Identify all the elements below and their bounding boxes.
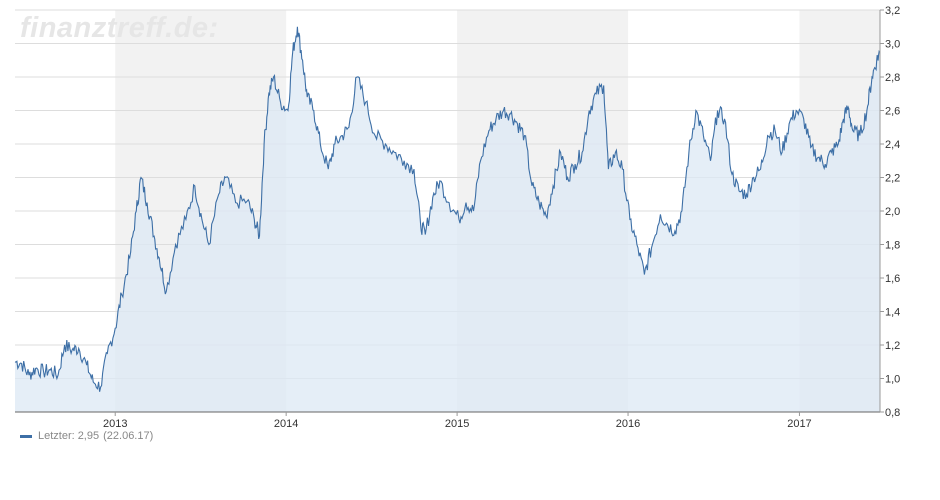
x-tick-label: 2017 [787,418,811,430]
legend-label: Letzter: [38,430,75,442]
y-tick-label: 1,0 [885,374,900,386]
y-tick-label: 1,2 [885,340,900,352]
y-tick-label: 0,8 [885,407,900,419]
price-area [15,26,880,413]
y-tick-label: 2,2 [885,173,900,185]
y-tick-label: 1,8 [885,240,900,252]
legend-swatch [20,434,32,438]
y-tick-label: 2,0 [885,206,900,218]
x-tick-label: 2014 [274,418,298,430]
x-tick-label: 2016 [616,418,640,430]
legend[interactable]: Letzter: 2,95 22.06.17 [20,430,153,442]
y-tick-label: 3,2 [885,5,900,17]
y-tick-label: 1,4 [885,307,900,319]
y-tick-label: 3,0 [885,39,900,51]
y-tick-label: 2,4 [885,139,900,151]
y-tick-label: 1,6 [885,273,900,285]
x-axis-ticks: 2013 2014 2015 2016 2017 [103,412,812,430]
legend-date: 22.06.17 [103,430,153,442]
y-tick-label: 2,8 [885,72,900,84]
price-line [14,26,881,392]
y-tick-label: 2,6 [885,106,900,118]
y-axis-ticks: 0,8 1,0 1,2 1,4 1,6 1,8 2,0 2,2 2,4 2,6 2,8 3,0 3,2 [880,5,900,419]
x-tick-label: 2013 [103,418,127,430]
watermark-logo: finanztreff.de: [20,12,219,44]
x-tick-label: 2015 [445,418,469,430]
legend-value: 2,95 [77,430,100,442]
